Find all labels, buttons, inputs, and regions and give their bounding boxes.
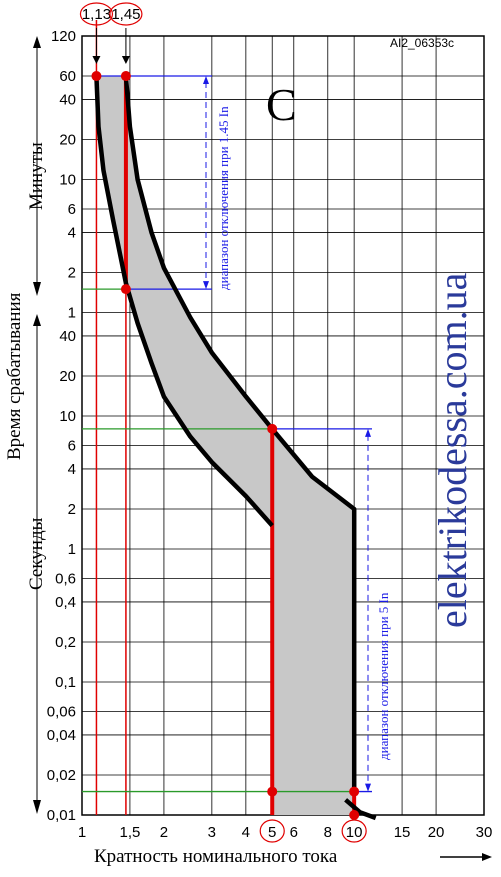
range-arrowhead — [365, 428, 371, 437]
bracket-arrowhead — [33, 36, 41, 48]
y-axis-title: Время срабатывания — [4, 292, 25, 460]
x-tick-circle — [259, 819, 285, 843]
bracket-arrowhead — [33, 282, 41, 296]
y-tick-label: 40 — [59, 328, 76, 345]
y-tick-label: 4 — [68, 461, 76, 478]
point — [349, 786, 360, 797]
top-marker-circle — [79, 2, 114, 26]
x-tick-label: 6 — [290, 824, 298, 841]
top-marker-label: 1,45 — [111, 6, 140, 23]
top-marker-label: 1,13 — [82, 6, 111, 23]
bracket-arrowhead — [33, 314, 41, 326]
x-tick-label: 5 — [268, 824, 276, 841]
y-tick-label: 1 — [68, 305, 76, 322]
tail-curve — [344, 798, 377, 821]
top-marker-circle — [109, 2, 143, 26]
lower-curve — [94, 75, 274, 528]
point — [349, 810, 360, 820]
chart-code: AI2_06353c — [390, 36, 454, 50]
y-tick-label: 0,02 — [47, 767, 76, 784]
x-tick-label: 3 — [208, 824, 216, 841]
x-tick-circle — [341, 819, 367, 843]
x-tick-label: 20 — [428, 824, 445, 841]
x-tick-label: 15 — [394, 824, 411, 841]
bracket-arrowhead — [33, 800, 41, 814]
range-arrowhead — [203, 76, 209, 85]
y-tick-label: 10 — [59, 172, 76, 189]
points — [91, 71, 360, 820]
y-tick-label: 120 — [51, 28, 76, 45]
y-tick-label: 0,6 — [55, 571, 76, 588]
y-tick-label: 4 — [68, 224, 76, 241]
point — [120, 71, 131, 82]
y-tick-label: 20 — [59, 131, 76, 148]
annotation-5: диапазон отключения при 5 In — [376, 592, 391, 760]
curve-letter: C — [266, 79, 297, 130]
x-tick-label: 8 — [324, 824, 332, 841]
curves — [94, 75, 377, 821]
y-tick-label: 60 — [59, 68, 76, 85]
x-tick-label: 4 — [242, 824, 250, 841]
y-tick-label: 20 — [59, 368, 76, 385]
x-axis-title: Кратность номинального тока — [94, 846, 338, 867]
x-tick-label: 1 — [78, 824, 86, 841]
y-minutes-label: Минуты — [26, 142, 47, 210]
y-seconds-label: Секунды — [26, 517, 47, 590]
watermark: elektrikodessa.com.ua — [430, 272, 475, 628]
y-tick-label: 0,04 — [47, 727, 76, 744]
top-marker-arrowhead — [92, 56, 101, 64]
x-tick-label: 2 — [160, 824, 168, 841]
labels: 1 1,5 2 3 4 5 6 8 10 15 20 301206040201064214020106… — [33, 2, 493, 861]
guide-lines — [82, 20, 372, 815]
point — [120, 284, 131, 295]
x-axis-arrowhead — [482, 853, 492, 861]
y-tick-label: 10 — [59, 408, 76, 425]
y-tick-label: 0,2 — [55, 634, 76, 651]
x-tick-label: 1,5 — [119, 824, 140, 841]
y-tick-label: 0,01 — [47, 807, 76, 824]
y-tick-label: 0,4 — [55, 594, 76, 611]
y-tick-label: 40 — [59, 91, 76, 108]
point — [267, 423, 278, 434]
y-tick-label: 6 — [68, 438, 76, 455]
point — [267, 786, 278, 797]
range-arrowhead — [203, 281, 209, 290]
annotation-145: диапазон отключения при 1.45 In — [216, 106, 231, 290]
top-marker-arrowhead — [121, 56, 130, 64]
y-tick-label: 6 — [68, 201, 76, 218]
y-tick-label: 2 — [68, 501, 76, 518]
y-tick-label: 2 — [68, 264, 76, 281]
y-tick-label: 0,1 — [55, 674, 76, 691]
y-tick-label: 0,06 — [47, 704, 76, 721]
x-tick-label: 10 — [346, 824, 363, 841]
point — [91, 71, 102, 82]
y-tick-label: 1 — [68, 541, 76, 558]
range-arrowhead — [365, 783, 371, 792]
x-tick-label: 30 — [476, 824, 493, 841]
upper-curve — [123, 75, 357, 792]
